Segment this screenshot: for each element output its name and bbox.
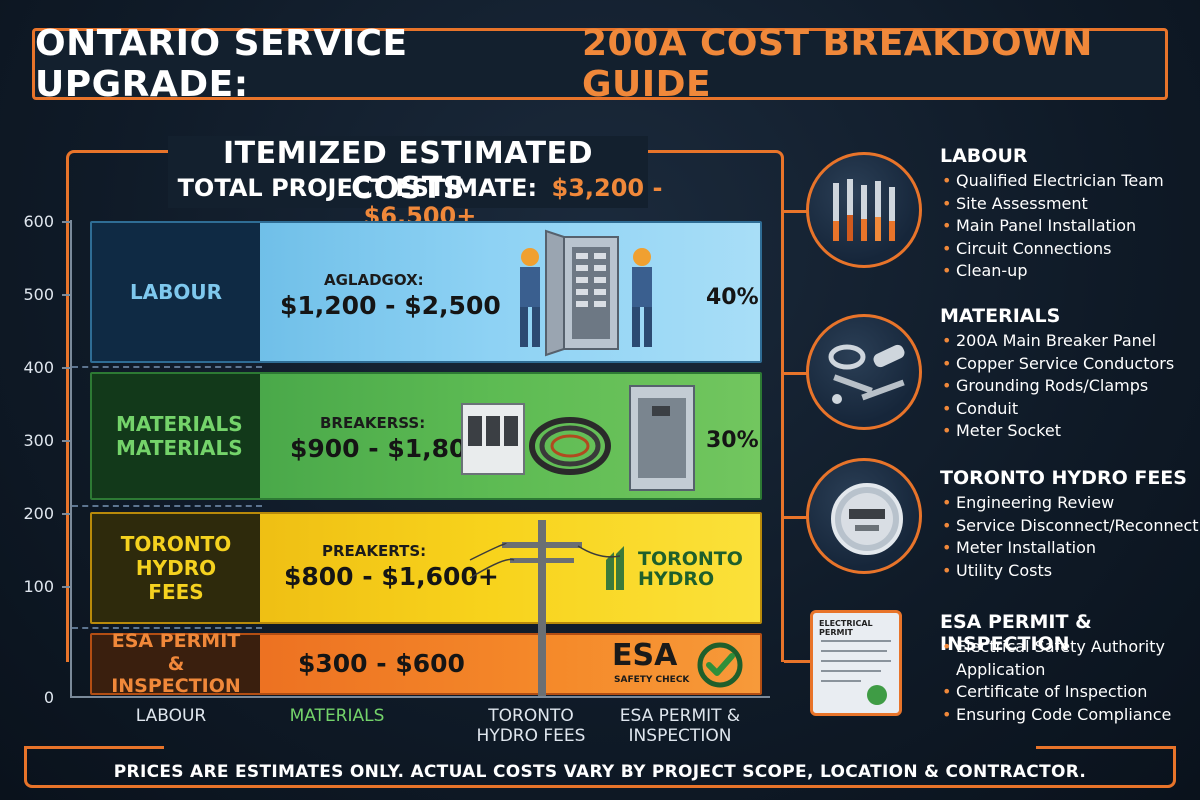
- materials-percent: 30%: [706, 428, 759, 453]
- y-tick-label: 100: [23, 577, 54, 596]
- list-item: Engineering Review: [942, 492, 1199, 515]
- connector-esa: [784, 660, 812, 663]
- footer-frame-edge: [1036, 746, 1176, 749]
- section-title: ITEMIZED ESTIMATED COSTS: [222, 136, 594, 206]
- toronto-hydro-range: $800 - $1,600+: [284, 562, 499, 591]
- y-tick-label: 0: [43, 688, 54, 707]
- detail-list-esa: Electrical Safety Authority Application …: [942, 636, 1182, 726]
- permit-document-icon: ELECTRICAL PERMIT: [810, 610, 902, 716]
- total-estimate-label: TOTAL PROJECT ESTIMATE:: [177, 174, 538, 202]
- materials-range: $900 - $1,800: [290, 434, 484, 463]
- list-item: Conduit: [942, 398, 1174, 421]
- footer-disclaimer: PRICES ARE ESTIMATES ONLY. ACTUAL COSTS …: [113, 762, 1087, 782]
- meter-icon: [806, 458, 922, 574]
- esa-side-label-text: ESA PERMIT & INSPECTION: [111, 629, 241, 698]
- x-label-esa: ESA PERMIT & INSPECTION: [619, 706, 741, 747]
- y-tick-label: 500: [23, 285, 54, 304]
- electricians-panel-icon: [520, 229, 652, 357]
- x-label-materials: MATERIALS: [289, 706, 385, 726]
- esa-side-label: ESA PERMIT & INSPECTION: [92, 630, 260, 697]
- tools-icon: [806, 152, 922, 268]
- title-part-1: ONTARIO SERVICE UPGRADE:: [35, 23, 408, 105]
- list-item: Circuit Connections: [942, 238, 1164, 261]
- list-item: 200A Main Breaker Panel: [942, 330, 1174, 353]
- total-estimate-value: $3,200 - $6,500+: [363, 174, 663, 230]
- labour-range: $1,200 - $2,500: [280, 291, 501, 320]
- y-tick-mark: [62, 440, 72, 442]
- x-label-labour: LABOUR: [135, 706, 207, 726]
- y-tick-label: 300: [23, 431, 54, 450]
- labour-side-label: LABOUR: [92, 223, 260, 361]
- title-part-2: 200A COST BREAKDOWN GUIDE: [581, 23, 1093, 105]
- y-tick-mark: [62, 367, 72, 369]
- materials-band: MATERIALS MATERIALS BREAKERSS: $900 - $1…: [90, 372, 762, 500]
- toronto-hydro-logo-text: TORONTO HYDRO: [638, 548, 743, 590]
- divider-dashed: [72, 627, 262, 629]
- x-axis-line: [70, 696, 770, 698]
- esa-logo-text: ESA: [612, 638, 678, 673]
- materials-icon: [806, 314, 922, 430]
- detail-heading-labour: LABOUR: [940, 145, 1028, 167]
- x-label-toronto-hydro: TORONTO HYDRO FEES: [476, 706, 586, 747]
- labour-category-text: AGLADGOX:: [324, 271, 424, 289]
- list-item: Clean-up: [942, 260, 1164, 283]
- detail-heading-hydro: TORONTO HYDRO FEES: [940, 467, 1187, 489]
- footer-frame-edge: [24, 746, 164, 749]
- y-tick-mark: [62, 221, 72, 223]
- list-item: Meter Installation: [942, 537, 1199, 560]
- esa-band: ESA PERMIT & INSPECTION $300 - $600 ESA …: [90, 630, 762, 697]
- list-item: Utility Costs: [942, 560, 1199, 583]
- esa-logo-subtext: SAFETY CHECK: [614, 675, 690, 685]
- list-item: Meter Socket: [942, 420, 1174, 443]
- y-axis-line: [70, 220, 72, 698]
- total-estimate: TOTAL PROJECT ESTIMATE: $3,200 - $6,500+: [120, 174, 720, 230]
- list-item: Qualified Electrician Team: [942, 170, 1164, 193]
- materials-category-text: BREAKERSS:: [320, 414, 426, 432]
- breakers-cable-panel-icon: [461, 385, 695, 491]
- footer-frame: [24, 748, 1176, 788]
- list-item: Electrical Safety Authority Application: [942, 636, 1182, 681]
- y-tick-label: 600: [23, 212, 54, 231]
- list-item: Ensuring Code Compliance: [942, 704, 1182, 727]
- toronto-hydro-side-label: TORONTO HYDRO FEES: [92, 514, 260, 622]
- materials-side-label: MATERIALS MATERIALS: [92, 374, 260, 498]
- section-frame-right-edge: [781, 210, 784, 662]
- materials-side-label-text: MATERIALS MATERIALS: [116, 412, 243, 460]
- labour-percent: 40%: [706, 285, 759, 310]
- labour-band: LABOUR AGLADGOX: $1,200 - $2,500 40%: [90, 221, 762, 363]
- toronto-hydro-side-label-text: TORONTO HYDRO FEES: [120, 532, 232, 604]
- y-tick-label: 400: [23, 358, 54, 377]
- detail-list-labour: Qualified Electrician Team Site Assessme…: [942, 170, 1164, 283]
- main-title-banner: ONTARIO SERVICE UPGRADE: 200A COST BREAK…: [32, 23, 1168, 105]
- esa-range: $300 - $600: [298, 649, 465, 678]
- y-tick-mark: [62, 294, 72, 296]
- connector-hydro: [784, 516, 812, 519]
- list-item: Main Panel Installation: [942, 215, 1164, 238]
- connector-materials: [784, 372, 812, 375]
- list-item: Site Assessment: [942, 193, 1164, 216]
- toronto-hydro-category-text: PREAKERTS:: [322, 542, 427, 560]
- list-item: Copper Service Conductors: [942, 353, 1174, 376]
- list-item: Certificate of Inspection: [942, 681, 1182, 704]
- checkmark-icon: [697, 642, 743, 688]
- permit-document-title: ELECTRICAL PERMIT: [819, 619, 873, 637]
- list-item: Grounding Rods/Clamps: [942, 375, 1174, 398]
- toronto-hydro-band: TORONTO HYDRO FEES PREAKERTS: $800 - $1,…: [90, 512, 762, 624]
- divider-dashed: [72, 366, 262, 368]
- divider-dashed: [72, 505, 262, 507]
- connector-labour: [784, 210, 812, 213]
- y-tick-mark: [62, 513, 72, 515]
- detail-list-materials: 200A Main Breaker Panel Copper Service C…: [942, 330, 1174, 443]
- detail-list-hydro: Engineering Review Service Disconnect/Re…: [942, 492, 1199, 582]
- utility-pole-icon: [469, 520, 621, 698]
- y-tick-mark: [62, 586, 72, 588]
- list-item: Service Disconnect/Reconnect: [942, 515, 1199, 538]
- detail-heading-materials: MATERIALS: [940, 305, 1061, 327]
- y-tick-label: 200: [23, 504, 54, 523]
- header-background: [168, 136, 648, 208]
